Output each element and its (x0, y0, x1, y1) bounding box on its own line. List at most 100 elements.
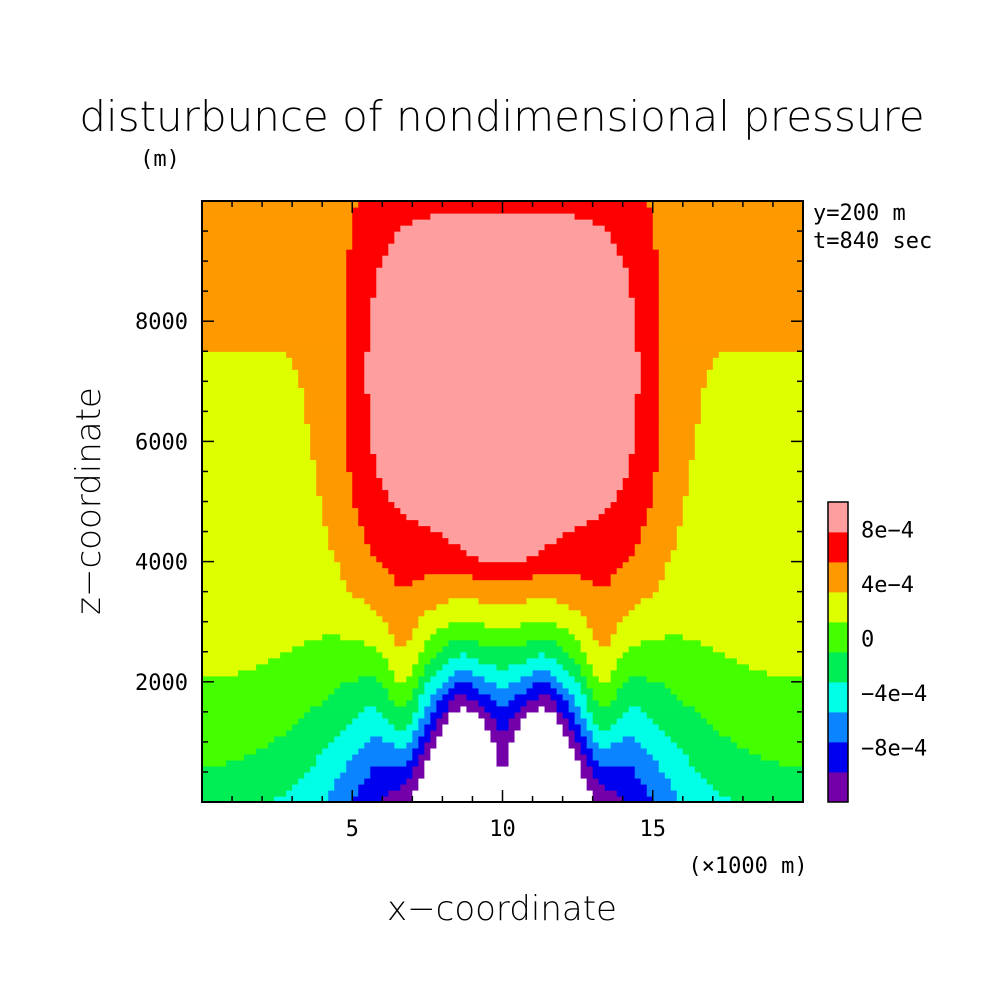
contour-cell (448, 717, 486, 725)
contour-cell (202, 663, 257, 671)
contour-cell (640, 375, 660, 382)
contour-cell (676, 543, 803, 551)
contour-cell (418, 717, 431, 725)
contour-cell (202, 501, 323, 509)
contour-cell (568, 741, 582, 749)
contour-cell (202, 525, 329, 533)
contour-cell (592, 729, 666, 737)
contour-cell (370, 603, 437, 611)
contour-cell (730, 735, 803, 743)
contour-cell (202, 339, 347, 346)
contour-cell (658, 441, 696, 449)
contour-cell (658, 435, 696, 442)
contour-cell (556, 537, 642, 545)
contour-cell (388, 657, 419, 665)
contour-cell (562, 693, 576, 701)
contour-cell (736, 741, 803, 749)
contour-cell (322, 519, 359, 527)
contour-cell (652, 495, 684, 503)
contour-cell (364, 531, 443, 539)
contour-cell (370, 447, 636, 455)
contour-cell (352, 489, 389, 497)
contour-cell (346, 447, 371, 455)
contour-cell (202, 543, 329, 551)
contour-cell (592, 717, 618, 725)
contour-cell (376, 267, 630, 274)
contour-cell (430, 747, 498, 755)
contour-cell (640, 597, 803, 605)
contour-cell (412, 579, 594, 587)
contour-cell (406, 699, 419, 707)
contour-cell (658, 417, 702, 424)
contour-cell (580, 741, 588, 749)
contour-cell (700, 411, 803, 418)
contour-cell (586, 717, 594, 725)
contour-cell (340, 771, 371, 779)
contour-cell (202, 669, 239, 677)
colorbar-swatch (828, 532, 848, 563)
contour-cell (346, 333, 371, 340)
x-tick-label: 5 (346, 817, 359, 842)
contour-cell (556, 657, 576, 665)
contour-cell (514, 735, 570, 743)
contour-cell (430, 711, 443, 719)
colorbar-label: −8e−4 (861, 736, 927, 761)
contour-cell (418, 783, 588, 791)
contour-cell (586, 675, 600, 683)
contour-cell (202, 621, 389, 629)
contour-cell (526, 699, 558, 707)
contour-cell (412, 693, 419, 701)
contour-cell (592, 735, 624, 743)
contour-cell (202, 765, 311, 773)
contour-cell (346, 405, 371, 412)
contour-cell (328, 525, 365, 533)
contour-cell (406, 639, 425, 647)
contour-cell (202, 267, 347, 274)
contour-cell (382, 681, 419, 689)
contour-cell (370, 771, 413, 779)
contour-cell (670, 687, 803, 695)
contour-cell (442, 693, 456, 701)
contour-cell (628, 609, 803, 617)
contour-cell (358, 789, 389, 797)
contour-cell (424, 687, 437, 695)
contour-cell (610, 633, 666, 641)
contour-cell (436, 603, 570, 611)
contour-cell (646, 675, 803, 683)
contour-cell (622, 711, 648, 719)
contour-cell (634, 339, 660, 346)
contour-cell (676, 795, 732, 802)
contour-cell (514, 693, 540, 701)
contour-cell (604, 225, 654, 232)
contour-cell (202, 777, 299, 785)
contour-cell (298, 777, 335, 785)
contour-cell (346, 441, 371, 449)
contour-cell (664, 771, 702, 779)
contour-cell (364, 639, 395, 647)
contour-cell (202, 537, 329, 545)
contour-cell (298, 381, 347, 388)
contour-cell (412, 753, 419, 761)
contour-cell (670, 555, 803, 563)
contour-cell (412, 771, 425, 779)
contour-cell (436, 717, 450, 725)
contour-cell (508, 723, 522, 731)
contour-cell (412, 687, 425, 695)
contour-cell (598, 777, 642, 785)
contour-cell (202, 255, 347, 262)
contour-cell (370, 315, 636, 322)
contour-cell (202, 741, 269, 749)
contour-cell (592, 693, 618, 701)
contour-cell (202, 639, 305, 647)
contour-cell (616, 657, 738, 665)
contour-cell (640, 357, 660, 364)
contour-cell (634, 405, 660, 412)
contour-cell (700, 771, 803, 779)
contour-cell (388, 621, 419, 629)
contour-cell (694, 429, 803, 436)
contour-cell (346, 393, 371, 400)
contour-cell (658, 327, 803, 334)
contour-cell (568, 723, 582, 731)
contour-cell (430, 525, 576, 533)
contour-cell (448, 675, 486, 683)
